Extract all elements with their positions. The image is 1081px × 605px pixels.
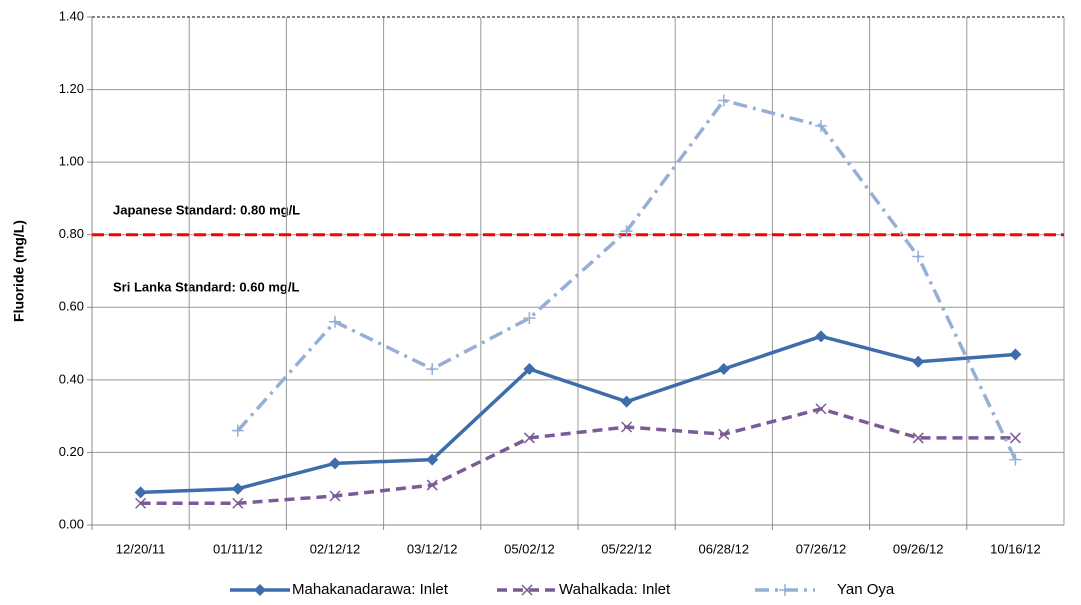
marker [521, 584, 533, 596]
y-axis-label: Fluoride (mg/L) [11, 220, 27, 322]
y-tick-label: 0.00 [59, 516, 84, 531]
marker [254, 584, 266, 596]
marker [426, 362, 439, 375]
marker [135, 497, 147, 509]
y-tick-label: 0.60 [59, 299, 84, 314]
marker [134, 486, 147, 499]
marker [815, 403, 827, 415]
marker [231, 424, 244, 437]
marker [426, 453, 439, 466]
marker [232, 497, 244, 509]
series-line [140, 334, 1016, 495]
marker [1009, 453, 1022, 466]
marker [523, 362, 536, 375]
marker [620, 395, 633, 408]
x-tick-label: 05/02/12 [504, 541, 555, 556]
marker [523, 312, 536, 325]
y-tick-label: 0.40 [59, 371, 84, 386]
marker [912, 432, 924, 444]
y-tick-label: 0.20 [59, 444, 84, 459]
annotation: Japanese Standard: 0.80 mg/L [113, 202, 300, 217]
marker [426, 479, 438, 491]
marker [779, 584, 791, 596]
marker [621, 421, 633, 433]
x-tick-label: 01/11/12 [213, 541, 263, 556]
y-tick-label: 1.40 [59, 8, 84, 23]
marker [329, 490, 341, 502]
marker [523, 432, 535, 444]
x-tick-label: 12/20/11 [116, 541, 166, 556]
x-tick-label: 02/12/12 [310, 541, 361, 556]
marker [718, 428, 730, 440]
legend-label: Wahalkada: Inlet [559, 581, 671, 598]
series-line [140, 407, 1016, 505]
legend-label: Mahakanadarawa: Inlet [292, 581, 449, 598]
annotation: Sri Lanka Standard: 0.60 mg/L [113, 279, 299, 294]
marker [329, 457, 341, 470]
x-tick-label: 05/22/12 [601, 541, 652, 556]
x-tick-label: 07/26/12 [796, 541, 847, 556]
y-tick-label: 1.00 [59, 154, 84, 169]
x-tick-label: 10/16/12 [990, 541, 1041, 556]
legend-label: Yan Oya [837, 581, 895, 598]
marker [815, 119, 827, 132]
marker [717, 94, 730, 107]
x-tick-label: 03/12/12 [407, 541, 458, 556]
x-tick-label: 06/28/12 [698, 541, 749, 556]
marker [231, 482, 244, 495]
y-tick-label: 1.20 [59, 81, 84, 96]
x-tick-label: 09/26/12 [893, 541, 944, 556]
marker [815, 330, 827, 343]
marker [912, 250, 925, 263]
marker [717, 362, 730, 375]
marker [912, 355, 925, 368]
marker [1009, 348, 1022, 361]
marker [329, 315, 341, 328]
y-tick-label: 0.80 [59, 226, 84, 241]
marker [1009, 432, 1021, 444]
marker [620, 225, 633, 238]
